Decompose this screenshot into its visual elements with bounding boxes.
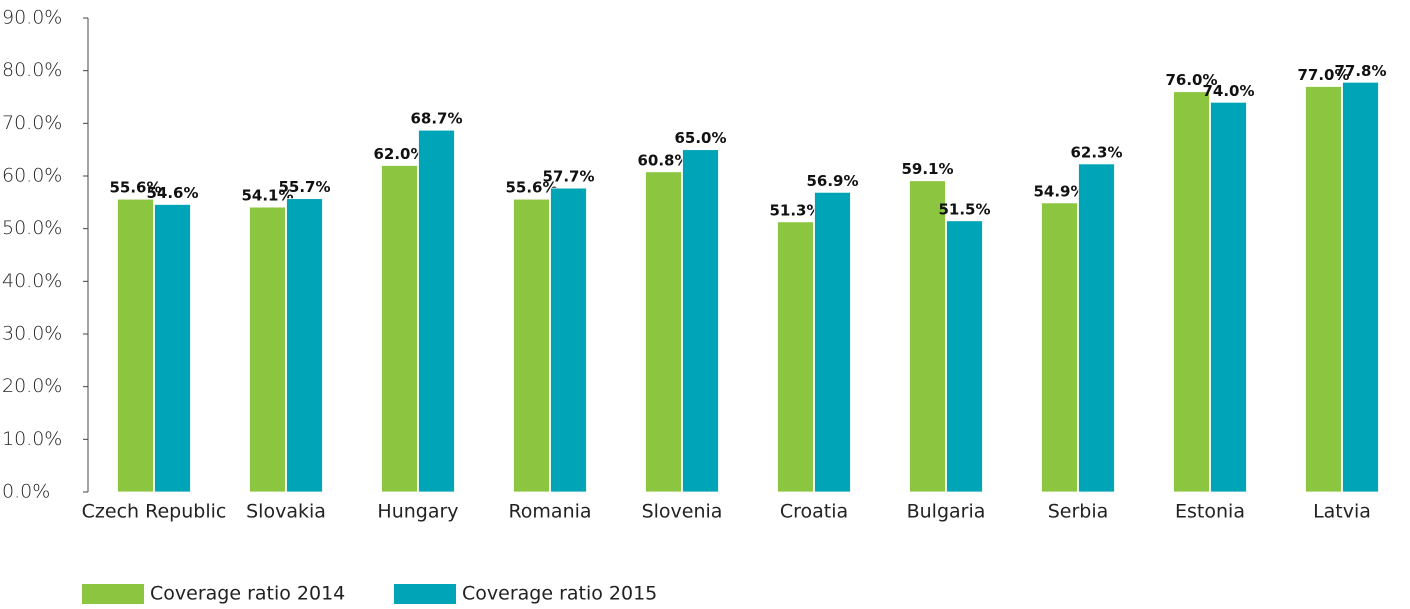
bar (1078, 163, 1115, 493)
value-label: 62.0% (373, 145, 425, 163)
y-tick-label: 20.0% (2, 375, 62, 397)
x-tick-label: Estonia (1175, 501, 1245, 523)
bar (1305, 86, 1342, 493)
value-label: 68.7% (410, 110, 462, 128)
bar (381, 165, 418, 493)
bar (645, 171, 682, 493)
y-tick-label: 90.0% (2, 7, 62, 29)
value-label: 77.8% (1334, 62, 1386, 80)
value-label: 65.0% (674, 129, 726, 147)
bar (682, 149, 719, 493)
value-label: 77.0% (1297, 66, 1349, 84)
x-tick-label: Romania (508, 501, 591, 523)
value-label: 55.6% (109, 179, 161, 197)
bar (814, 191, 851, 493)
bar (777, 221, 814, 493)
y-tick-label: 10.0% (2, 428, 62, 450)
value-label: 51.5% (938, 200, 990, 218)
x-tick-label: Croatia (780, 501, 848, 523)
bar (418, 129, 455, 493)
y-tick-label: 50.0% (2, 217, 62, 239)
bar (1210, 101, 1247, 493)
y-tick-label: 30.0% (2, 323, 62, 345)
x-tick-label: Hungary (377, 501, 458, 523)
legend-swatch (82, 584, 144, 604)
bar (249, 206, 286, 493)
bar (117, 198, 154, 493)
y-tick-label: 60.0% (2, 165, 62, 187)
y-tick-label: 80.0% (2, 59, 62, 81)
bar (909, 180, 946, 493)
bar (513, 198, 550, 493)
value-label: 55.6% (505, 179, 557, 197)
value-label: 74.0% (1202, 82, 1254, 100)
bar (154, 204, 191, 493)
value-label: 55.7% (278, 178, 330, 196)
value-label: 57.7% (542, 168, 594, 186)
value-label: 54.1% (241, 187, 293, 205)
legend-label: Coverage ratio 2015 (462, 583, 657, 605)
bar (286, 198, 323, 493)
legend-label: Coverage ratio 2014 (150, 583, 345, 605)
value-label: 62.3% (1070, 143, 1122, 161)
value-label: 76.0% (1165, 71, 1217, 89)
x-tick-label: Bulgaria (907, 501, 986, 523)
x-tick-label: Czech Republic (82, 501, 227, 523)
value-label: 54.9% (1033, 182, 1085, 200)
y-tick-label: 70.0% (2, 112, 62, 134)
value-label: 51.3% (769, 201, 821, 219)
bar (550, 187, 587, 493)
y-tick-label: 0.0% (2, 481, 50, 503)
bar (946, 220, 983, 493)
bar (1342, 81, 1379, 493)
legend-swatch (394, 584, 456, 604)
x-tick-label: Slovenia (642, 501, 723, 523)
x-tick-label: Latvia (1313, 501, 1371, 523)
value-label: 60.8% (637, 151, 689, 169)
value-label: 56.9% (806, 172, 858, 190)
value-label: 59.1% (901, 160, 953, 178)
y-tick-label: 40.0% (2, 270, 62, 292)
bar (1173, 91, 1210, 493)
bar (1041, 202, 1078, 493)
x-tick-label: Slovakia (246, 501, 326, 523)
x-tick-label: Serbia (1048, 501, 1109, 523)
value-label: 54.6% (146, 184, 198, 202)
